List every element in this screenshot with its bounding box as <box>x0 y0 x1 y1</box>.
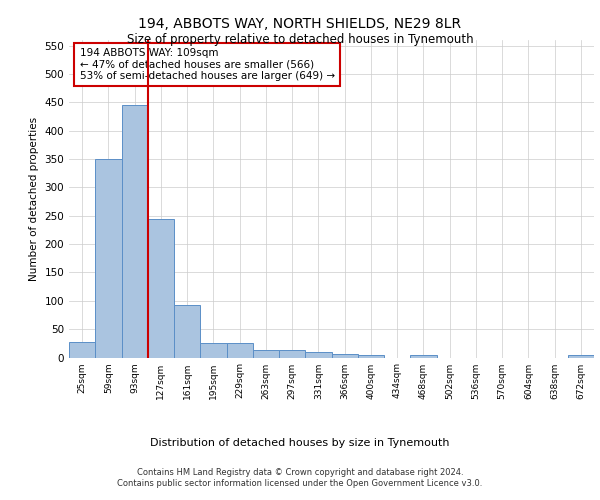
Text: Distribution of detached houses by size in Tynemouth: Distribution of detached houses by size … <box>150 438 450 448</box>
Bar <box>305 352 331 358</box>
Text: Size of property relative to detached houses in Tynemouth: Size of property relative to detached ho… <box>127 32 473 46</box>
Bar <box>279 350 305 358</box>
Text: 194, ABBOTS WAY, NORTH SHIELDS, NE29 8LR: 194, ABBOTS WAY, NORTH SHIELDS, NE29 8LR <box>139 18 461 32</box>
Bar <box>253 350 279 358</box>
Bar <box>69 342 95 357</box>
Text: 194 ABBOTS WAY: 109sqm
← 47% of detached houses are smaller (566)
53% of semi-de: 194 ABBOTS WAY: 109sqm ← 47% of detached… <box>79 48 335 81</box>
Text: Contains HM Land Registry data © Crown copyright and database right 2024.
Contai: Contains HM Land Registry data © Crown c… <box>118 468 482 487</box>
Bar <box>148 218 174 358</box>
Bar <box>200 344 227 357</box>
Bar <box>121 105 148 358</box>
Bar <box>568 354 594 358</box>
Bar <box>227 344 253 357</box>
Bar <box>410 354 437 358</box>
Bar <box>358 354 384 358</box>
Bar <box>95 159 121 358</box>
Bar <box>331 354 358 358</box>
Y-axis label: Number of detached properties: Number of detached properties <box>29 116 39 281</box>
Bar <box>174 306 200 358</box>
